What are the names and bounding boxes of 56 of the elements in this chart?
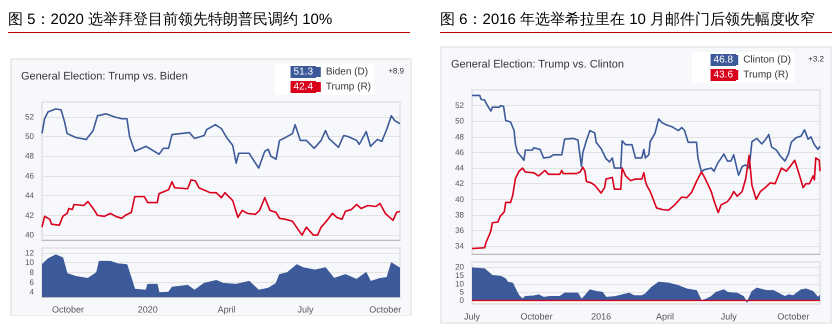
y-tick-label: 20 <box>455 262 465 272</box>
y-tick-label: 38 <box>455 210 465 220</box>
y-tick-label: 48 <box>455 132 465 142</box>
text: 46.8 <box>714 54 734 66</box>
y-tick-label: 44 <box>25 191 35 200</box>
line-series <box>41 108 401 169</box>
y-tick-label: 6 <box>30 278 35 287</box>
y-tick-label: 40 <box>25 230 35 240</box>
y-tick-label: 8 <box>30 268 35 277</box>
legend-label: Trump (R) <box>326 82 372 92</box>
text: 43.6 <box>714 70 734 80</box>
x-tick-label: April <box>656 312 674 322</box>
x-tick-label: October <box>369 304 402 314</box>
y-tick-label: 46 <box>25 171 35 180</box>
chart-subtitle: General Election: Trump vs. Biden <box>21 70 188 82</box>
y-tick-label: 40 <box>455 194 465 204</box>
y-tick-label: 48 <box>25 152 35 161</box>
y-tick-label: 42 <box>455 179 465 188</box>
line-series <box>471 154 821 250</box>
chart-title: 图 6：2016 年选举希拉里在 10 月邮件门后领先幅度收窄 <box>440 10 832 33</box>
y-tick-label: 12 <box>25 248 35 258</box>
y-tick-label: 36 <box>455 226 465 236</box>
y-tick-label: 46 <box>455 148 465 157</box>
y-tick-label: 44 <box>455 164 465 173</box>
x-tick-label: October <box>520 312 553 322</box>
legend-label: Trump (R) <box>743 70 788 80</box>
text: 51.3 <box>294 66 314 78</box>
line-series <box>471 94 821 176</box>
x-tick-label: July <box>298 304 314 314</box>
y-tick-label: 52 <box>25 112 35 122</box>
y-tick-label: 34 <box>455 242 465 251</box>
y-tick-label: 0 <box>460 296 465 306</box>
legend-label: Clinton (D) <box>743 54 792 66</box>
text: +8.9 <box>388 66 405 76</box>
legend-label: Biden (D) <box>326 66 368 78</box>
y-tick-label: 10 <box>455 279 465 288</box>
x-tick-label: April <box>218 304 236 314</box>
y-tick-label: 15 <box>455 270 465 280</box>
y-tick-label: 50 <box>25 132 35 141</box>
chart-subtitle: General Election: Trump vs. Clinton <box>451 58 624 70</box>
x-tick-label: July <box>464 312 480 322</box>
x-tick-label: 2016 <box>591 312 612 322</box>
x-tick-label: October <box>777 312 810 322</box>
y-tick-label: 10 <box>25 258 35 268</box>
text: 42.4 <box>294 82 314 92</box>
x-tick-label: October <box>52 304 84 314</box>
x-tick-label: 2020 <box>138 304 158 314</box>
line-series <box>41 179 401 236</box>
y-tick-label: 42 <box>25 210 35 220</box>
y-tick-label: 4 <box>30 288 35 297</box>
y-tick-label: 50 <box>455 116 465 126</box>
x-tick-label: July <box>720 312 738 322</box>
y-tick-label: 5 <box>460 288 465 297</box>
y-tick-label: 52 <box>455 101 465 110</box>
text: +3.2 <box>808 54 825 64</box>
chart-title: 图 5：2020 选举拜登目前领先特朗普民调约 10% <box>8 10 410 33</box>
